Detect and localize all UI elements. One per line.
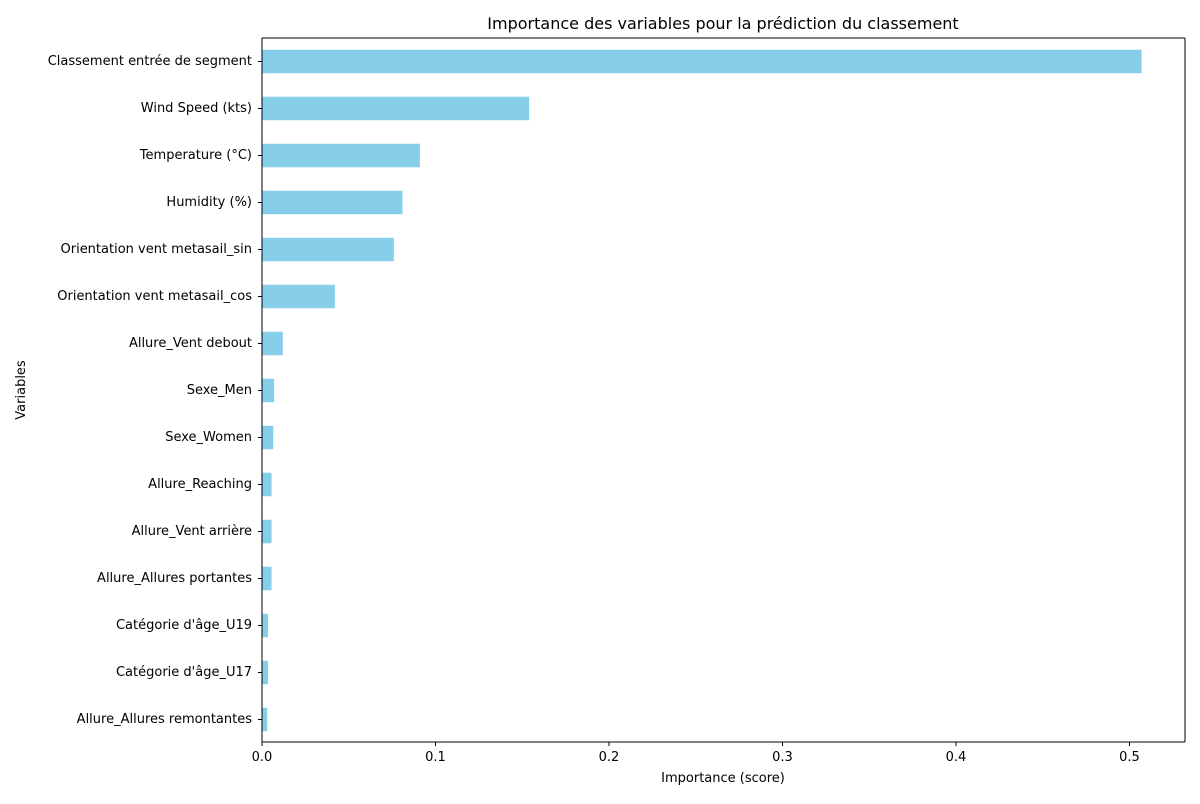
y-tick-label: Allure_Vent debout	[129, 336, 252, 351]
y-tick-label: Allure_Allures portantes	[97, 571, 252, 586]
bar	[262, 378, 275, 403]
y-tick-label: Allure_Reaching	[148, 477, 252, 492]
x-axis-label: Importance (score)	[661, 771, 785, 786]
bar	[262, 472, 272, 497]
y-tick-label: Temperature (°C)	[139, 148, 252, 163]
y-axis-ticks: Classement entrée de segment Wind Speed (…	[48, 54, 262, 727]
bar	[262, 190, 403, 215]
bar	[262, 613, 269, 638]
bar	[262, 331, 283, 356]
y-tick-label: Allure_Vent arrière	[132, 524, 252, 539]
bar	[262, 519, 272, 544]
x-tick-label: 0.5	[1119, 750, 1140, 765]
y-tick-label: Sexe_Men	[187, 383, 252, 398]
x-tick-label: 0.3	[772, 750, 793, 765]
bar	[262, 425, 274, 450]
x-tick-label: 0.4	[946, 750, 967, 765]
y-tick-label: Sexe_Women	[165, 430, 252, 445]
y-tick-label: Classement entrée de segment	[48, 54, 252, 69]
bar	[262, 566, 272, 591]
y-tick-label: Allure_Allures remontantes	[77, 712, 253, 727]
y-tick-label: Orientation vent metasail_cos	[57, 289, 252, 304]
y-tick-label: Catégorie d'âge_U19	[116, 618, 252, 633]
x-axis-ticks: 0.0 0.1 0.2 0.3 0.4 0.5	[252, 742, 1140, 765]
bar	[262, 49, 1142, 74]
bar	[262, 96, 530, 121]
bars	[262, 49, 1142, 732]
y-tick-label: Wind Speed (kts)	[141, 101, 252, 116]
y-tick-label: Humidity (%)	[166, 195, 252, 210]
x-tick-label: 0.1	[425, 750, 446, 765]
y-axis-label: Variables	[14, 360, 29, 420]
bar	[262, 237, 394, 262]
y-tick-label: Catégorie d'âge_U17	[116, 665, 252, 680]
bar	[262, 143, 420, 168]
bar	[262, 284, 335, 309]
chart-title: Importance des variables pour la prédict…	[487, 14, 958, 33]
bar	[262, 707, 268, 732]
x-tick-label: 0.2	[599, 750, 620, 765]
x-tick-label: 0.0	[252, 750, 273, 765]
bar	[262, 660, 269, 685]
y-tick-label: Orientation vent metasail_sin	[61, 242, 253, 257]
